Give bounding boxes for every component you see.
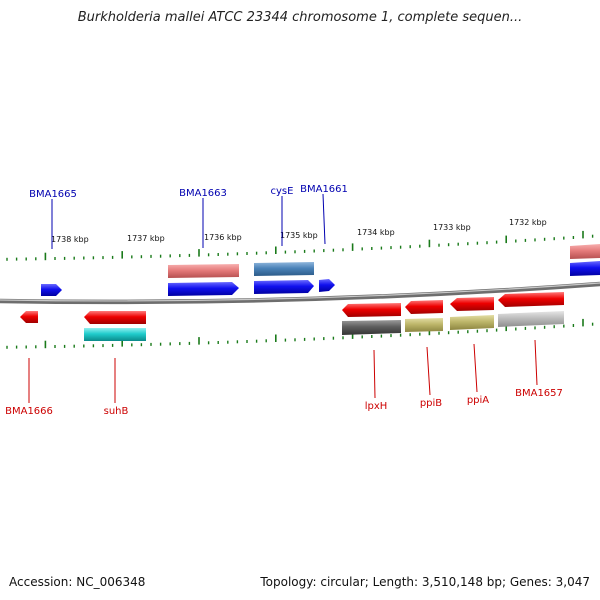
label-leaders-top [51, 193, 326, 249]
gene-arrow-ppib[interactable] [405, 300, 443, 314]
gene-arrow-bma1663[interactable] [168, 282, 239, 296]
genome-summary: Topology: circular; Length: 3,510,148 bp… [260, 575, 590, 589]
gene-arrow-lpxh[interactable] [342, 303, 401, 317]
gene-arrow-bma1665[interactable] [41, 284, 62, 296]
kbp-labels: 1738 kbp 1737 kbp 1736 kbp 1735 kbp 1734… [51, 218, 547, 244]
gene-labels-top: BMA1665 BMA1663 cysE BMA1661 [29, 184, 348, 200]
feature-bar[interactable] [405, 318, 443, 332]
gene-label[interactable]: ppiA [467, 395, 489, 406]
kbp-label: 1732 kbp [509, 218, 547, 227]
feature-bar[interactable] [168, 264, 239, 278]
gene-arrow[interactable] [570, 261, 600, 276]
feature-row-bottom-outer [84, 311, 564, 341]
gene-label[interactable]: BMA1663 [179, 188, 227, 199]
gene-label[interactable]: cysE [271, 186, 294, 197]
kbp-label: 1735 kbp [280, 231, 318, 240]
gene-row-top [41, 261, 600, 296]
chromosome-backbone [0, 281, 600, 305]
gene-labels-bottom: BMA1666 suhB lpxH ppiB ppiA BMA1657 [5, 388, 563, 417]
ruler-ticks-bottom [6, 318, 594, 349]
gene-label[interactable]: BMA1666 [5, 406, 53, 417]
feature-bar[interactable] [498, 311, 564, 327]
gene-label[interactable]: suhB [104, 406, 129, 417]
gene-arrow-bma1657[interactable] [498, 292, 564, 307]
feature-bar[interactable] [450, 315, 494, 330]
accession-text: Accession: NC_006348 [9, 575, 146, 589]
gene-arrow-suhb[interactable] [84, 311, 146, 324]
gene-label[interactable]: ppiB [420, 398, 442, 409]
label-leaders-bottom [28, 339, 538, 403]
kbp-label: 1736 kbp [204, 233, 242, 242]
feature-bar[interactable] [342, 320, 401, 335]
ruler-ticks-top [6, 230, 594, 261]
feature-row-top-outer [168, 244, 600, 278]
map-title: Burkholderia mallei ATCC 23344 chromosom… [77, 10, 523, 25]
gene-label[interactable]: BMA1665 [29, 189, 77, 200]
gene-arrow-cyse[interactable] [254, 280, 314, 294]
kbp-label: 1733 kbp [433, 223, 471, 232]
gene-row-bottom [20, 292, 564, 324]
kbp-label: 1738 kbp [51, 235, 89, 244]
gene-label[interactable]: BMA1661 [300, 184, 348, 195]
gene-arrow-bma1666[interactable] [20, 311, 38, 323]
gene-arrow-bma1661[interactable] [319, 279, 335, 292]
kbp-label: 1734 kbp [357, 228, 395, 237]
feature-bar[interactable] [570, 244, 600, 259]
gene-label[interactable]: BMA1657 [515, 388, 563, 399]
gene-arrow-ppia[interactable] [450, 297, 494, 311]
gene-label[interactable]: lpxH [365, 401, 388, 412]
kbp-label: 1737 kbp [127, 234, 165, 243]
feature-bar[interactable] [84, 328, 146, 341]
feature-bar[interactable] [254, 262, 314, 276]
